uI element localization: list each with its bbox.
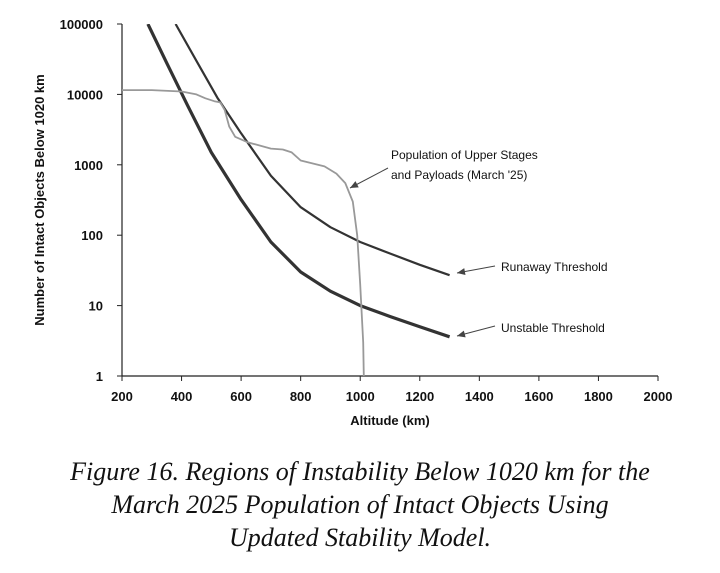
runaway-threshold-line	[174, 24, 450, 277]
figure-caption: Figure 16. Regions of Instability Below …	[0, 455, 720, 554]
caption-line-3: Updated Stability Model.	[228, 523, 492, 552]
annotation-unstable-arrow-head	[457, 330, 466, 338]
y-tick-label: 100000	[60, 17, 103, 32]
x-tick-label: 1000	[346, 389, 375, 404]
caption-line-2: March 2025 Population of Intact Objects …	[111, 490, 609, 519]
annotation-runaway-arrow-head	[457, 268, 466, 275]
annotations: Population of Upper Stages and Payloads (…	[349, 148, 608, 338]
y-tick-label: 1	[96, 369, 103, 384]
series-layer	[122, 24, 451, 376]
population-line	[122, 89, 365, 376]
annotation-population-line: and Payloads (March '25)	[391, 168, 527, 182]
x-tick-label: 1200	[405, 389, 434, 404]
annotation-population: Population of Upper Stages and Payloads (…	[391, 148, 538, 182]
annotation-population-line: Population of Upper Stages	[391, 148, 538, 162]
y-tick-label: 10000	[67, 87, 103, 102]
x-axis-title: Altitude (km)	[350, 413, 429, 428]
x-tick-label: 600	[230, 389, 252, 404]
x-tick-label: 1400	[465, 389, 494, 404]
unstable-threshold-line	[146, 24, 451, 339]
y-tick-label: 1000	[74, 158, 103, 173]
x-tick-label: 2000	[644, 389, 673, 404]
axes: 200 400 600 800 1000 1200 1400 1600 1800 2000 1 10 1…	[60, 17, 673, 404]
x-tick-label: 800	[290, 389, 312, 404]
y-axis-title: Number of Intact Objects Below 1020 km	[32, 74, 47, 325]
annotation-population-arrow-head	[350, 181, 359, 188]
y-tick-label: 10	[89, 299, 103, 314]
annotation-unstable: Unstable Threshold	[501, 321, 605, 335]
x-tick-label: 1800	[584, 389, 613, 404]
x-tick-label: 400	[171, 389, 193, 404]
y-tick-label: 100	[81, 228, 103, 243]
x-tick-label: 200	[111, 389, 133, 404]
annotation-runaway: Runaway Threshold	[501, 260, 608, 274]
x-tick-label: 1600	[524, 389, 553, 404]
chart: 200 400 600 800 1000 1200 1400 1600 1800 2000 1 10 1…	[32, 17, 673, 428]
caption-line-1: Figure 16. Regions of Instability Below …	[70, 457, 650, 486]
